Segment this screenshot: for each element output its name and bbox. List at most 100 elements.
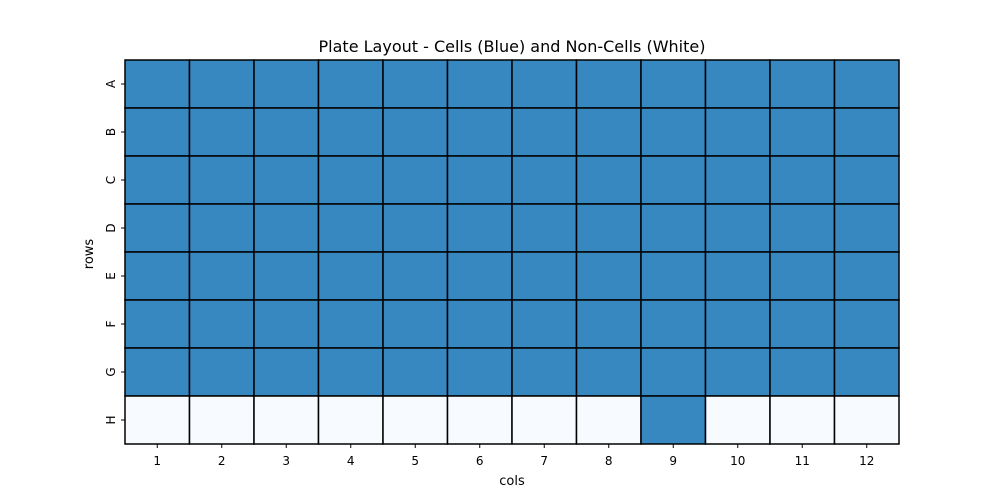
heatmap-cell-c7 [511,155,578,205]
col-tick-label-4: 4 [347,454,355,468]
heatmap-cell-d1 [124,203,191,253]
row-tick-label-g: G [104,367,118,376]
heatmap-cell-c10 [704,155,771,205]
heatmap-cell-h12 [833,395,900,445]
col-tick-label-5: 5 [411,454,419,468]
heatmap-cell-a10 [704,59,771,109]
heatmap-cell-h4 [317,395,384,445]
chart-title: Plate Layout - Cells (Blue) and Non-Cell… [319,37,706,56]
col-tick-label-1: 1 [153,454,161,468]
heatmap-cell-c4 [317,155,384,205]
col-tick-label-9: 9 [669,454,677,468]
heatmap-cell-e1 [124,251,191,301]
heatmap-cell-a9 [640,59,707,109]
heatmap-cell-g6 [446,347,513,397]
heatmap-cell-f1 [124,299,191,349]
col-tick-label-2: 2 [218,454,226,468]
heatmap-cell-a7 [511,59,578,109]
col-ticks: 1 2 3 4 5 6 7 8 9 10 11 12 [153,444,874,468]
col-tick-label-3: 3 [282,454,290,468]
heatmap-cell-h5 [382,395,449,445]
heatmap-cell-d10 [704,203,771,253]
col-tick-label-8: 8 [605,454,613,468]
heatmap-cell-a6 [446,59,513,109]
heatmap-cell-e3 [253,251,320,301]
heatmap-cell-e10 [704,251,771,301]
heatmap-cell-f12 [833,299,900,349]
heatmap-cell-g9 [640,347,707,397]
heatmap-cell-b9 [640,107,707,157]
heatmap-cell-c11 [769,155,836,205]
col-tick-label-7: 7 [540,454,548,468]
heatmap-cell-e6 [446,251,513,301]
heatmap-cell-d3 [253,203,320,253]
heatmap-cell-f10 [704,299,771,349]
heatmap-cell-f7 [511,299,578,349]
heatmap-cell-c5 [382,155,449,205]
heatmap-cell-d7 [511,203,578,253]
heatmap-cells [124,59,900,445]
heatmap-cell-c3 [253,155,320,205]
heatmap-cell-g3 [253,347,320,397]
row-tick-label-c: C [104,176,118,184]
heatmap-cell-h11 [769,395,836,445]
heatmap-cell-c2 [188,155,255,205]
heatmap-cell-e12 [833,251,900,301]
heatmap-cell-f2 [188,299,255,349]
col-tick-label-10: 10 [730,454,745,468]
heatmap-cell-a4 [317,59,384,109]
heatmap-cell-d12 [833,203,900,253]
heatmap-cell-e2 [188,251,255,301]
row-tick-label-e: E [104,272,118,280]
heatmap-cell-b12 [833,107,900,157]
row-tick-label-h: H [104,415,118,424]
heatmap-cell-g4 [317,347,384,397]
heatmap-cell-e7 [511,251,578,301]
heatmap-cell-a11 [769,59,836,109]
heatmap-cell-h7 [511,395,578,445]
heatmap-cell-b1 [124,107,191,157]
heatmap-cell-g7 [511,347,578,397]
heatmap-cell-h10 [704,395,771,445]
heatmap-cell-b3 [253,107,320,157]
heatmap-cell-b8 [575,107,642,157]
heatmap-cell-a2 [188,59,255,109]
heatmap-cell-d11 [769,203,836,253]
heatmap-cell-b11 [769,107,836,157]
row-ticks: A B C D E F G H [104,79,125,425]
heatmap-cell-f4 [317,299,384,349]
heatmap-cell-b5 [382,107,449,157]
heatmap-cell-e9 [640,251,707,301]
col-tick-label-12: 12 [859,454,874,468]
heatmap-cell-g1 [124,347,191,397]
col-tick-label-11: 11 [795,454,810,468]
x-axis-label: cols [499,474,525,489]
heatmap-cell-b7 [511,107,578,157]
heatmap-cell-e11 [769,251,836,301]
heatmap-cell-d8 [575,203,642,253]
heatmap-cell-f11 [769,299,836,349]
heatmap-cell-h2 [188,395,255,445]
row-tick-label-f: F [104,320,118,327]
y-axis-label: rows [82,239,97,270]
heatmap-cell-e8 [575,251,642,301]
heatmap-cell-a5 [382,59,449,109]
heatmap-cell-e4 [317,251,384,301]
heatmap-cell-c12 [833,155,900,205]
heatmap-cell-c1 [124,155,191,205]
heatmap-cell-d6 [446,203,513,253]
heatmap-cell-h6 [446,395,513,445]
heatmap-cell-a3 [253,59,320,109]
row-tick-label-d: D [104,223,118,232]
heatmap-cell-g8 [575,347,642,397]
heatmap-cell-b10 [704,107,771,157]
heatmap-cell-g2 [188,347,255,397]
heatmap-cell-a1 [124,59,191,109]
heatmap-cell-a12 [833,59,900,109]
heatmap-cell-f3 [253,299,320,349]
heatmap-cell-f5 [382,299,449,349]
heatmap-cell-g12 [833,347,900,397]
heatmap-cell-c9 [640,155,707,205]
heatmap-cell-f6 [446,299,513,349]
